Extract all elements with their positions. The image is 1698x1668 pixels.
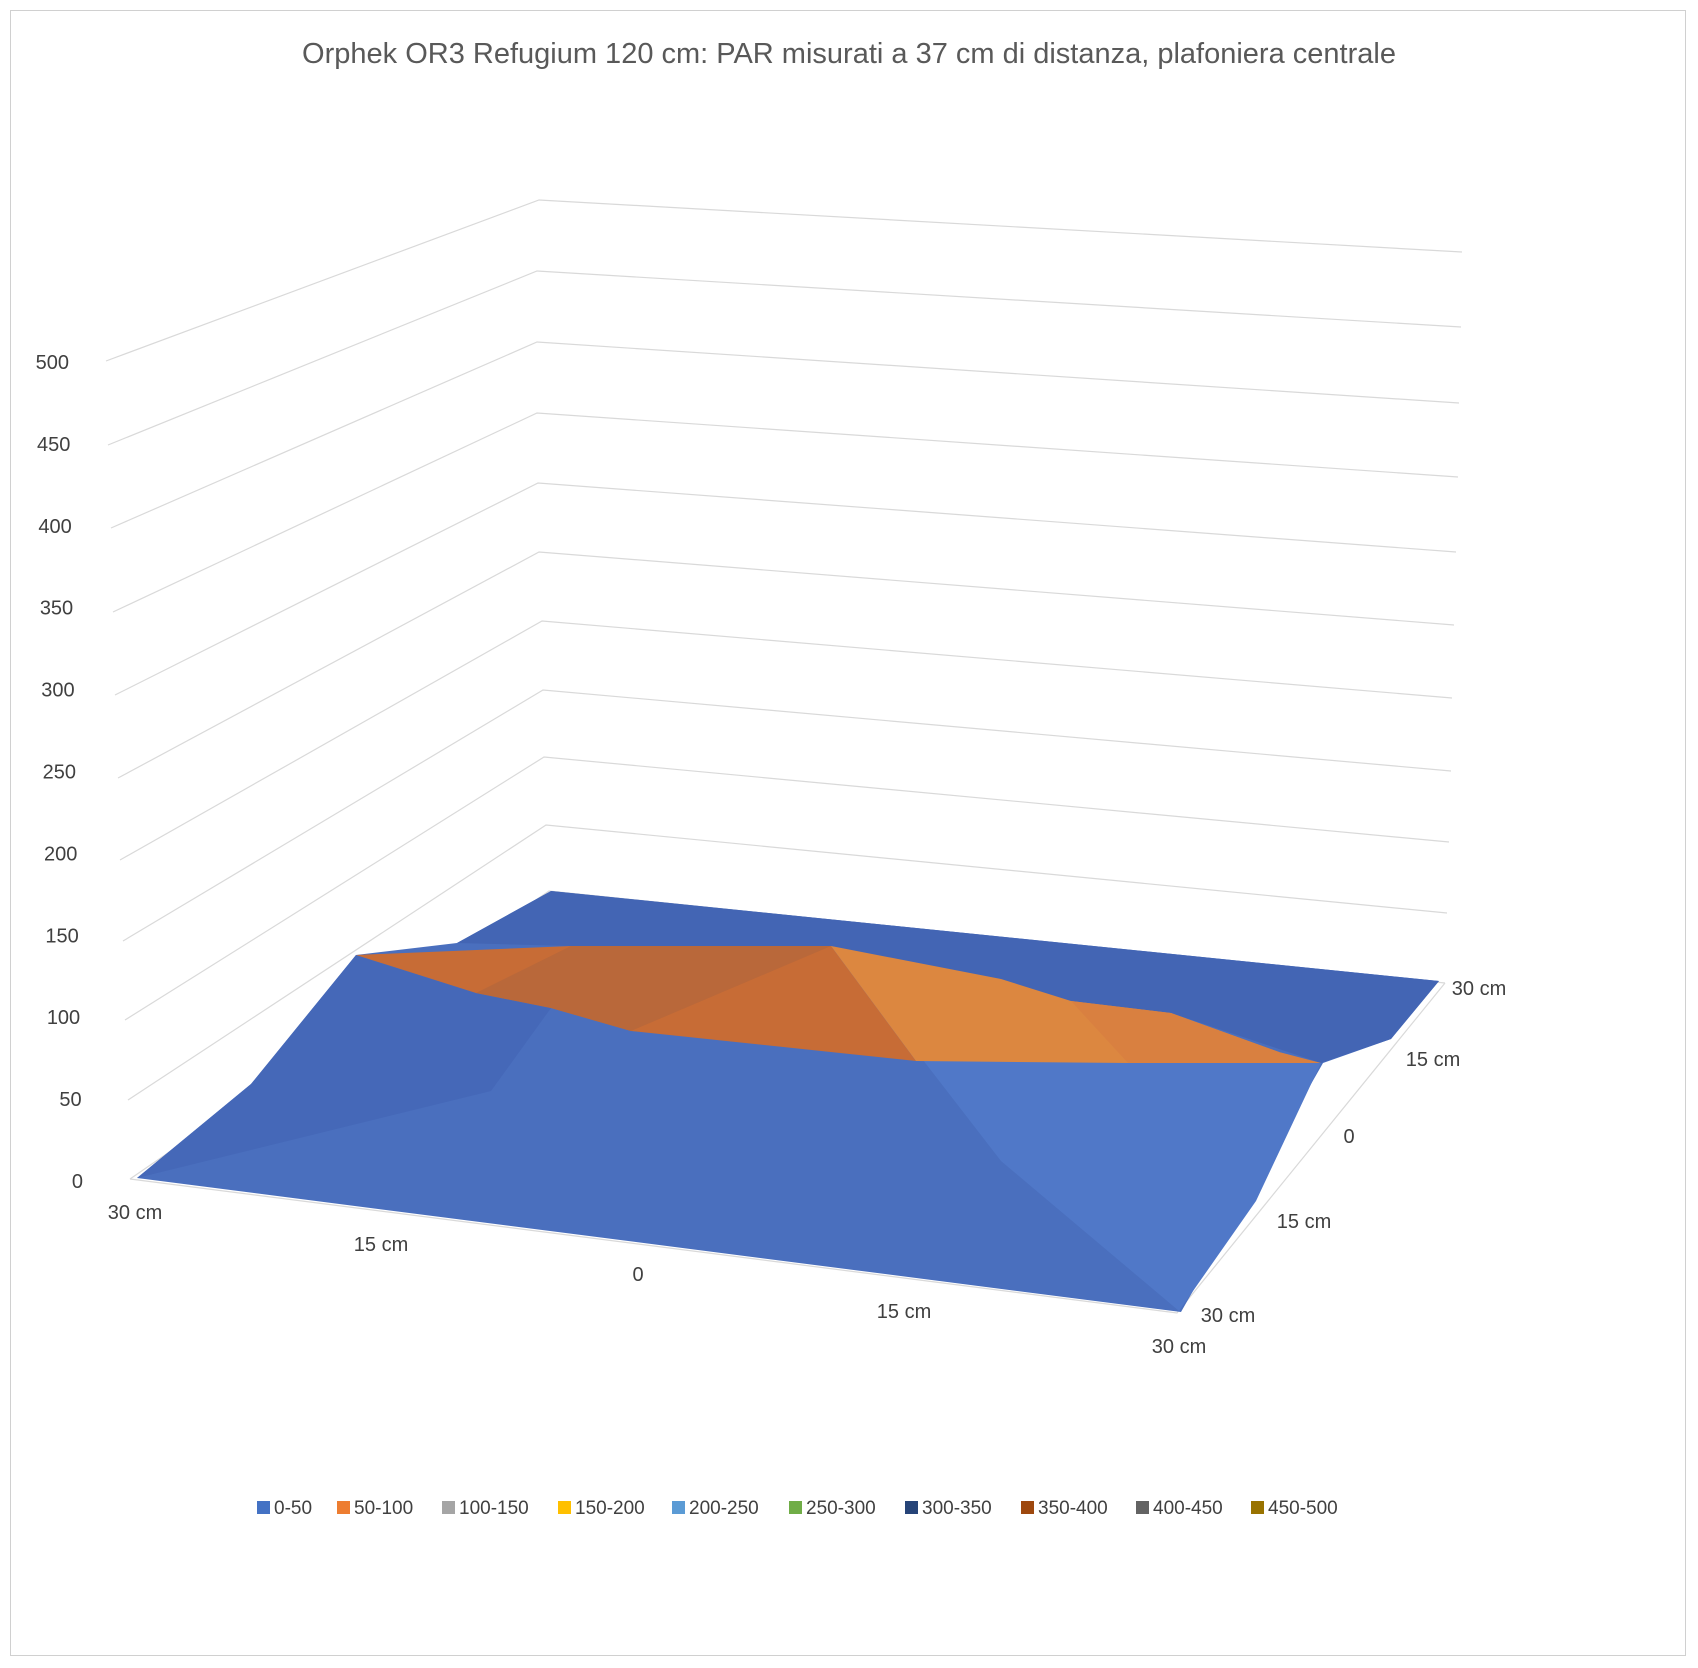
x-tick-label: 30 cm bbox=[108, 1202, 162, 1224]
x-tick-label: 30 cm bbox=[1152, 1336, 1206, 1358]
z-tick-label: 450 bbox=[37, 434, 70, 456]
z-tick-label: 200 bbox=[44, 843, 77, 865]
legend-item: 150-200 bbox=[558, 1498, 645, 1519]
surface-patch bbox=[137, 955, 551, 1178]
legend-item: 250-300 bbox=[789, 1498, 876, 1519]
legend-swatch bbox=[1251, 1501, 1264, 1514]
legend-label: 200-250 bbox=[689, 1498, 759, 1519]
legend-swatch bbox=[558, 1501, 571, 1514]
z-tick-label: 100 bbox=[47, 1007, 80, 1029]
z-tick-label: 350 bbox=[40, 598, 73, 620]
gridline-300 bbox=[114, 482, 1457, 696]
legend-item: 100-150 bbox=[442, 1498, 529, 1519]
legend-item: 0-50 bbox=[257, 1498, 312, 1519]
legend-item: 50-100 bbox=[337, 1498, 413, 1519]
surface-patch bbox=[916, 1051, 1321, 1311]
legend-label: 250-300 bbox=[806, 1498, 876, 1519]
z-tick-label: 300 bbox=[41, 680, 74, 702]
gridline-350 bbox=[112, 412, 1459, 613]
z-tick-label: 0 bbox=[72, 1171, 83, 1193]
x-axis-tick-labels: 30 cm 15 cm 0 15 cm 30 cm bbox=[108, 1202, 1206, 1358]
z-tick-label: 500 bbox=[36, 352, 69, 374]
z-tick-label: 400 bbox=[38, 516, 71, 538]
legend-swatch bbox=[1021, 1501, 1034, 1514]
gridline-450 bbox=[107, 270, 1462, 446]
x-tick-label: 15 cm bbox=[354, 1234, 408, 1256]
legend-label: 400-450 bbox=[1153, 1498, 1223, 1519]
legend-swatch bbox=[789, 1501, 802, 1514]
legend-item: 400-450 bbox=[1136, 1498, 1223, 1519]
surface-chart: Orphek OR3 Refugium 120 cm: PAR misurati… bbox=[36, 38, 1507, 1519]
z-tick-label: 150 bbox=[45, 925, 78, 947]
gridline-200 bbox=[119, 620, 1453, 861]
legend: 0-50 50-100 100-150 150-200 200-250 250-300 30… bbox=[257, 1498, 1338, 1519]
legend-swatch bbox=[905, 1501, 918, 1514]
y-tick-label: 15 cm bbox=[1406, 1049, 1460, 1071]
legend-label: 350-400 bbox=[1038, 1498, 1108, 1519]
legend-swatch bbox=[1136, 1501, 1149, 1514]
surface-patch bbox=[1071, 1001, 1321, 1063]
legend-item: 350-400 bbox=[1021, 1498, 1108, 1519]
legend-label: 150-200 bbox=[575, 1498, 645, 1519]
y-tick-label: 15 cm bbox=[1277, 1211, 1331, 1233]
y-tick-label: 0 bbox=[1343, 1126, 1354, 1148]
surface-patch bbox=[356, 891, 1439, 1063]
x-tick-label: 15 cm bbox=[877, 1301, 931, 1323]
y-axis-tick-labels: 30 cm 15 cm 0 15 cm 30 cm bbox=[1201, 978, 1506, 1327]
floor-front-edge bbox=[129, 982, 1446, 1314]
legend-label: 50-100 bbox=[354, 1498, 413, 1519]
gridline-150 bbox=[122, 689, 1452, 942]
legend-swatch bbox=[337, 1501, 350, 1514]
x-tick-label: 0 bbox=[632, 1264, 643, 1286]
legend-label: 0-50 bbox=[274, 1498, 312, 1519]
legend-label: 100-150 bbox=[459, 1498, 529, 1519]
z-tick-label: 250 bbox=[43, 762, 76, 784]
gridline-50 bbox=[127, 824, 1448, 1101]
legend-swatch bbox=[672, 1501, 685, 1514]
gridline-400 bbox=[110, 341, 1460, 529]
legend-label: 300-350 bbox=[922, 1498, 992, 1519]
legend-swatch bbox=[442, 1501, 455, 1514]
chart-title: Orphek OR3 Refugium 120 cm: PAR misurati… bbox=[302, 38, 1396, 70]
legend-item: 200-250 bbox=[672, 1498, 759, 1519]
y-tick-label: 30 cm bbox=[1452, 978, 1506, 1000]
legend-item: 300-350 bbox=[905, 1498, 992, 1519]
legend-label: 450-500 bbox=[1268, 1498, 1338, 1519]
z-tick-label: 50 bbox=[59, 1089, 81, 1111]
gridline-500 bbox=[105, 199, 1463, 362]
gridline-100 bbox=[124, 756, 1450, 1021]
chart-frame: Orphek OR3 Refugium 120 cm: PAR misurati… bbox=[10, 10, 1686, 1656]
z-axis-tick-labels: 0 50 100 150 200 250 300 350 400 450 500 bbox=[36, 352, 83, 1193]
gridline-250 bbox=[117, 551, 1455, 779]
surface-patch bbox=[476, 946, 831, 1031]
legend-item: 450-500 bbox=[1251, 1498, 1338, 1519]
y-tick-label: 30 cm bbox=[1201, 1305, 1255, 1327]
surface-patches bbox=[137, 891, 1439, 1312]
legend-swatch bbox=[257, 1501, 270, 1514]
